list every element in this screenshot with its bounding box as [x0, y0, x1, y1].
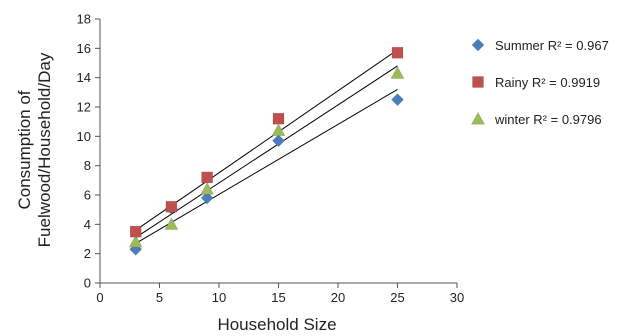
x-tick-label: 5 [156, 290, 163, 305]
data-point-square [391, 46, 404, 59]
y-tick-label: 14 [77, 70, 91, 85]
data-point-triangle [271, 123, 286, 136]
data-point-square [129, 225, 142, 238]
data-point-triangle [128, 234, 143, 248]
trendline [135, 88, 398, 244]
y-tick-label: 2 [84, 246, 91, 261]
data-point-square [272, 112, 285, 125]
legend: Summer R² = 0.967 Rainy R² = 0.9919 winter… [470, 38, 609, 127]
x-tick-label: 0 [96, 290, 103, 305]
x-tick-label: 15 [271, 290, 285, 305]
trendline [135, 65, 398, 238]
data-point-diamond [200, 191, 214, 205]
x-axis-title: Household Size [217, 315, 336, 334]
y-tick-label: 10 [77, 129, 91, 144]
y-tick-label: 8 [84, 158, 91, 173]
x-ticks: 0 5 10 15 20 25 30 [96, 283, 464, 305]
legend-marker-triangle [470, 111, 486, 125]
y-axis-title: Consumption of Fuelwood/Household/Day [15, 52, 54, 247]
legend-label: winter R² = 0.9796 [494, 112, 602, 127]
y-tick-label: 0 [84, 276, 91, 291]
data-point-diamond [272, 134, 285, 148]
legend-marker-diamond [471, 38, 485, 52]
y-tick-label: 16 [77, 41, 91, 56]
y-ticks: 0 2 4 6 8 10 12 14 16 18 [77, 12, 100, 291]
x-tick-label: 20 [331, 290, 345, 305]
legend-label: Rainy R² = 0.9919 [495, 75, 600, 90]
y-axis-title-line-1: Consumption of [15, 90, 34, 209]
data-point-square [165, 200, 178, 213]
y-tick-label: 12 [77, 100, 91, 115]
legend-label: Summer R² = 0.967 [495, 38, 609, 53]
x-tick-label: 25 [390, 290, 404, 305]
y-axis-title-line-2: Fuelwood/Household/Day [35, 52, 54, 247]
data-point-triangle [200, 182, 215, 195]
x-tick-label: 10 [212, 290, 226, 305]
y-tick-label: 18 [77, 12, 91, 27]
trendline [135, 49, 398, 231]
plot-area: 0 5 10 15 20 25 30 0 2 4 6 8 10 12 14 16 18 [77, 12, 465, 306]
data-points [128, 46, 405, 256]
y-tick-label: 6 [84, 188, 91, 203]
data-point-square [201, 171, 213, 184]
data-point-diamond [391, 93, 404, 107]
data-point-triangle [164, 217, 179, 230]
x-tick-label: 30 [450, 290, 464, 305]
legend-marker-square [472, 76, 484, 88]
data-point-triangle [390, 66, 405, 79]
y-tick-label: 4 [84, 217, 91, 232]
trendlines [135, 49, 398, 244]
